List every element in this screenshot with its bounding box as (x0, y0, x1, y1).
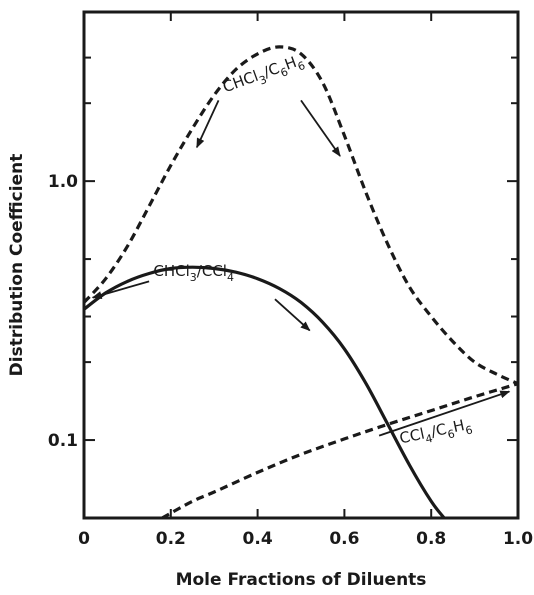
x-axis-label: Mole Fractions of Diluents (176, 570, 427, 590)
arrow-layer (91, 99, 511, 437)
y-tick-label: 1.0 (48, 172, 78, 192)
x-tick-label: 0.8 (416, 529, 446, 549)
series-line-chcl3_c6h6 (82, 45, 519, 386)
annotation-arrow (91, 280, 150, 299)
annotation-arrow (196, 100, 220, 149)
x-tick-label: 0.2 (156, 529, 186, 549)
axis-ticks (83, 12, 519, 518)
x-tick-label: 0.6 (329, 529, 359, 549)
x-tick-label: 0 (78, 529, 90, 549)
y-tick-label: 0.1 (48, 431, 78, 451)
curve-label-chcl3_c6h6: CHCl3/C6H6 (220, 51, 307, 100)
y-axis-label: Distribution Coefficient (7, 154, 27, 377)
annotation-arrow (378, 390, 511, 437)
series-layer (82, 45, 519, 520)
tick-labels: 0 0.2 0.4 0.6 0.8 1.0 0.1 1.0 (48, 172, 533, 549)
x-tick-label: 0.4 (243, 529, 273, 549)
curve-label-chcl3_ccl4: CHCl3/CCl4 (153, 262, 234, 284)
curve-label-ccl4_c6h6: CCl4/C6H6 (398, 415, 474, 452)
x-tick-label: 1.0 (503, 529, 533, 549)
series-line-chcl3_ccl4 (83, 265, 446, 520)
annotation-arrow (274, 298, 311, 332)
series-line-ccl4_c6h6 (161, 382, 519, 520)
label-layer: CHCl3/C6H6 CHCl3/CCl4 CCl4/C6H6 (153, 51, 474, 452)
plot-frame (82, 10, 520, 520)
annotation-arrow (300, 99, 341, 157)
